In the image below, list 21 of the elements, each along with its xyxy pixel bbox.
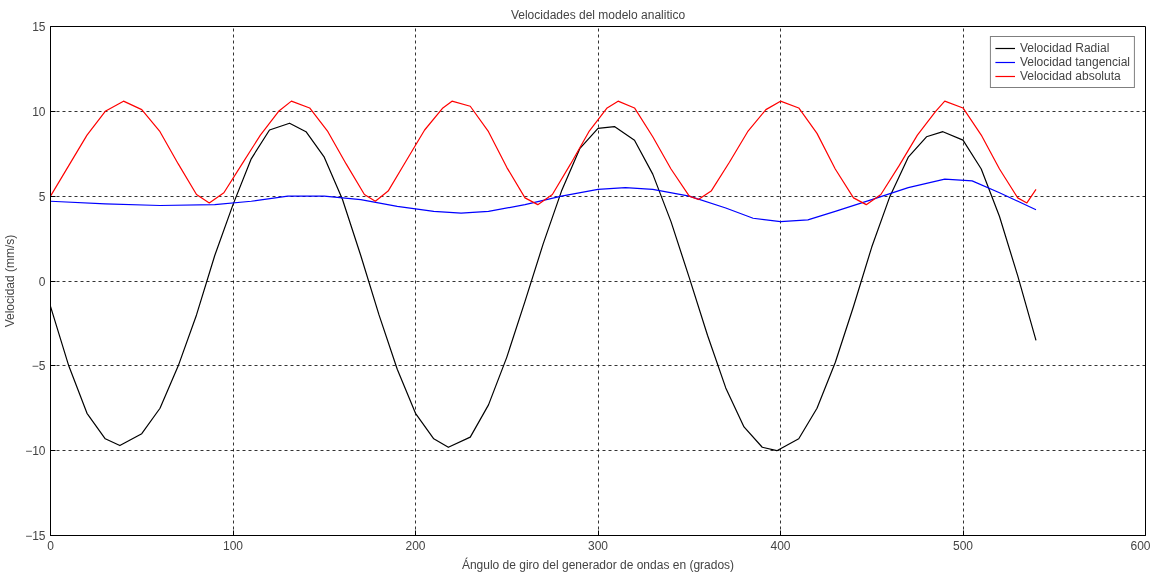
y-tick-label: 15 — [32, 20, 46, 34]
x-tick-label: 400 — [770, 538, 791, 553]
x-tick-label: 300 — [587, 538, 609, 553]
y-tick-label: 10 — [32, 104, 46, 119]
line-series — [50, 100, 1037, 206]
chart-title: Velocidades del modelo analitico — [510, 7, 686, 22]
x-tick-label: 100 — [222, 538, 244, 553]
x-axis-title: Ángulo de giro del generador de ondas en (grados) — [461, 556, 735, 572]
y-tick-label: 5 — [38, 189, 46, 204]
x-tick-label: 600 — [1130, 538, 1150, 553]
y-tick-label: −15 — [25, 529, 46, 543]
legend-label: Velocidad tangencial — [1019, 55, 1130, 69]
legend-label: Velocidad absoluta — [1019, 69, 1121, 83]
y-tick-label: 0 — [38, 274, 46, 289]
legend-label: Velocidad Radial — [1019, 41, 1110, 55]
x-tick-label: 500 — [952, 538, 974, 553]
y-axis-title: Velocidad (mm/s) — [3, 234, 18, 328]
x-tick-label: 200 — [405, 538, 426, 553]
y-tick-label: −10 — [25, 444, 46, 459]
line-series — [50, 178, 1037, 223]
y-tick-label: −5 — [31, 359, 46, 374]
